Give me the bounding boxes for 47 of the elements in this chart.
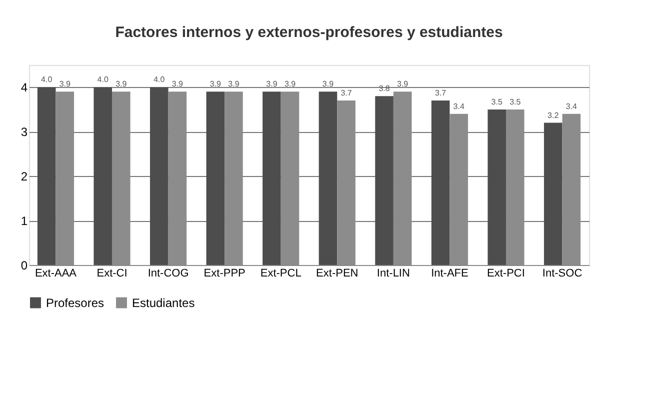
data-label: 3.9	[322, 80, 334, 89]
bar	[431, 100, 450, 265]
bar	[262, 92, 281, 265]
data-label: 3.9	[228, 80, 240, 89]
y-tick-label: 0	[20, 258, 28, 272]
bar	[94, 87, 112, 265]
x-tick-label: Ext-PCI	[487, 268, 525, 280]
data-label: 3.4	[453, 102, 465, 111]
data-label: 3.9	[210, 80, 222, 89]
x-tick-label: Int-LIN	[376, 268, 410, 280]
legend-label: Estudiantes	[132, 296, 195, 310]
data-label: 3.7	[434, 88, 447, 98]
bar	[318, 92, 338, 265]
data-label: 4.0	[97, 75, 109, 84]
data-label: 3.4	[566, 102, 578, 111]
legend-label: Profesores	[46, 296, 104, 310]
bar	[206, 92, 225, 265]
x-tick-label: Ext-CI	[96, 268, 128, 280]
data-label: 3.9	[397, 80, 409, 89]
data-label: 3.5	[491, 97, 503, 106]
x-tick-label: Int-AFE	[431, 268, 468, 280]
y-tick-label: 3	[20, 125, 28, 140]
data-label: 3.9	[59, 80, 71, 89]
data-label: 3.5	[510, 97, 522, 106]
data-label: 4.0	[154, 75, 166, 84]
data-label: 3.2	[548, 110, 560, 120]
bar	[375, 96, 394, 265]
y-tick-label: 4	[20, 80, 28, 95]
data-label: 3.9	[266, 80, 278, 89]
x-tick-label: Int-COG	[148, 268, 189, 280]
data-label: 3.7	[340, 88, 352, 98]
chart-title: Factores internos y externos-profesores y estudiantes	[115, 24, 503, 41]
x-tick-label: Ext-PCL	[260, 268, 302, 280]
bar	[150, 87, 168, 265]
y-tick-label: 2	[20, 170, 28, 184]
data-label: 4.0	[41, 75, 53, 84]
x-tick-label: Ext-PEN	[316, 268, 358, 280]
x-tick-label: Ext-PPP	[204, 268, 246, 280]
bar	[488, 109, 506, 265]
x-tick-label: Ext-AAA	[34, 268, 78, 280]
x-tick-label: Int-SOC	[542, 268, 582, 280]
bar	[37, 87, 56, 265]
bar	[544, 122, 562, 265]
y-tick-label: 1	[20, 214, 28, 228]
data-label: 3.9	[172, 80, 184, 89]
data-label: 3.9	[284, 80, 296, 89]
data-label: 3.9	[116, 80, 128, 89]
